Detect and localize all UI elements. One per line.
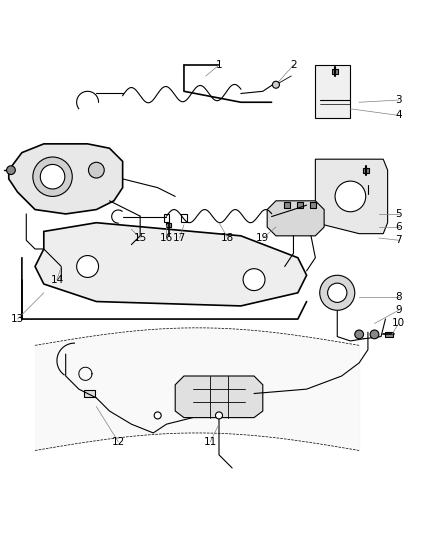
Text: 10: 10 [392,318,405,328]
Circle shape [272,81,279,88]
Text: 19: 19 [256,233,269,243]
Text: 11: 11 [204,437,217,447]
Circle shape [328,283,347,302]
Bar [363,167,369,173]
Polygon shape [9,144,123,214]
Text: 1: 1 [215,60,223,70]
Text: 17: 17 [173,233,186,243]
Text: 18: 18 [221,233,234,243]
Text: 9: 9 [395,305,402,316]
Text: 6: 6 [395,222,402,232]
Circle shape [320,275,355,310]
Text: 14: 14 [50,274,64,285]
Bar [84,390,95,397]
Text: 8: 8 [395,292,402,302]
Polygon shape [315,159,388,233]
Text: 12: 12 [112,437,125,447]
Polygon shape [315,65,350,118]
Circle shape [335,181,366,212]
Circle shape [370,330,379,339]
Text: 5: 5 [395,209,402,219]
Bar [310,202,316,208]
Text: 13: 13 [11,314,24,324]
Bar [332,69,338,74]
Bar [297,202,304,208]
Circle shape [215,412,223,419]
Circle shape [40,165,65,189]
Circle shape [7,166,15,174]
Bar [166,223,171,227]
Bar [181,214,187,222]
Polygon shape [267,201,324,236]
Polygon shape [35,223,307,306]
Bar [164,214,169,222]
Bar [284,202,290,208]
Circle shape [77,255,99,278]
Circle shape [355,330,364,339]
Polygon shape [175,376,263,418]
Text: 16: 16 [160,233,173,243]
Circle shape [33,157,72,197]
Circle shape [243,269,265,290]
Text: 4: 4 [395,110,402,120]
Text: 15: 15 [134,233,147,243]
Bar [385,332,393,337]
Text: 7: 7 [395,235,402,245]
Circle shape [154,412,161,419]
Circle shape [88,162,104,178]
Text: 2: 2 [290,60,297,70]
Text: 3: 3 [395,95,402,105]
